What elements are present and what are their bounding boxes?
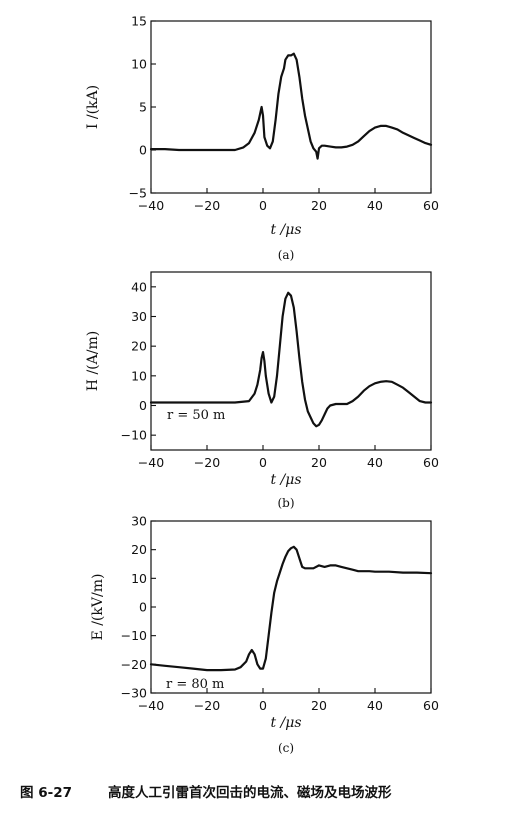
chart-panel-b: −40 −20 0 20 40 60 −10 0 10 20 30 40 t /μs H /(A/m) (b…: [85, 271, 439, 510]
plot-frame: [150, 520, 432, 694]
y-tick-label: −20: [121, 657, 147, 672]
distance-annotation: r = 80 m: [166, 677, 224, 692]
x-tick-label: −20: [194, 198, 220, 213]
x-axis-label: t /μs: [270, 715, 301, 731]
panel-label: (a): [278, 248, 295, 262]
chart-panel-c: −40 −20 0 20 40 60 −30 −20 −10 0 10 20 30 t /μs E /(kV…: [90, 514, 439, 756]
x-tick-label: 60: [423, 198, 439, 213]
distance-annotation: r = 50 m: [167, 408, 225, 423]
y-tick-label: 30: [131, 514, 147, 529]
y-tick-label: 5: [139, 100, 147, 115]
x-tick-label: −40: [138, 698, 164, 713]
y-axis-label: I /(kA): [85, 85, 101, 129]
x-tick-label: 20: [311, 455, 327, 470]
caption-number: 图 6-27: [20, 785, 72, 801]
series-line: [149, 52, 433, 160]
y-tick-label: −10: [121, 628, 147, 643]
x-axis-label: t /μs: [270, 472, 301, 488]
series-line: [149, 291, 433, 428]
x-tick-label: −20: [194, 455, 220, 470]
x-tick-label: 20: [311, 698, 327, 713]
x-tick-label: 60: [423, 698, 439, 713]
y-axis-label: E /(kV/m): [90, 574, 106, 641]
plot-frame: [150, 20, 432, 194]
y-tick-label: −10: [121, 428, 147, 443]
x-tick-label: −20: [194, 698, 220, 713]
x-tick-label: 40: [367, 455, 383, 470]
series-line: [149, 545, 433, 672]
x-tick-label: 0: [259, 698, 267, 713]
x-tick-label: −40: [138, 455, 164, 470]
caption-text: 高度人工引雷首次回击的电流、磁场及电场波形: [108, 784, 392, 801]
x-tick-label: 0: [259, 198, 267, 213]
y-tick-label: 10: [131, 57, 147, 72]
y-tick-label: 20: [131, 339, 147, 354]
y-tick-label: 10: [131, 571, 147, 586]
y-tick-label: 30: [131, 309, 147, 324]
y-tick-label: −30: [121, 686, 147, 701]
y-tick-label: 10: [131, 368, 147, 383]
x-axis-label: t /μs: [270, 222, 301, 238]
x-tick-label: −40: [138, 198, 164, 213]
y-tick-label: 0: [139, 143, 147, 158]
y-tick-label: −5: [129, 186, 147, 201]
y-tick-label: 40: [131, 279, 147, 294]
y-tick-label: 0: [139, 600, 147, 615]
plot-frame: [150, 271, 432, 451]
chart-panel-a: −40 −20 0 20 40 60 −5 0 5 10 15 t /μs I /(kA) (a): [85, 14, 439, 263]
x-tick-label: 60: [423, 455, 439, 470]
x-tick-label: 40: [367, 698, 383, 713]
y-tick-label: 0: [139, 398, 147, 413]
panel-label: (b): [277, 496, 294, 510]
y-tick-label: 15: [131, 14, 147, 29]
x-tick-label: 0: [259, 455, 267, 470]
x-tick-label: 40: [367, 198, 383, 213]
panel-label: (c): [278, 741, 294, 755]
x-tick-label: 20: [311, 198, 327, 213]
y-tick-label: 20: [131, 542, 147, 557]
y-axis-label: H /(A/m): [85, 331, 101, 391]
figure-caption: 图 6-27 高度人工引雷首次回击的电流、磁场及电场波形: [20, 784, 392, 801]
